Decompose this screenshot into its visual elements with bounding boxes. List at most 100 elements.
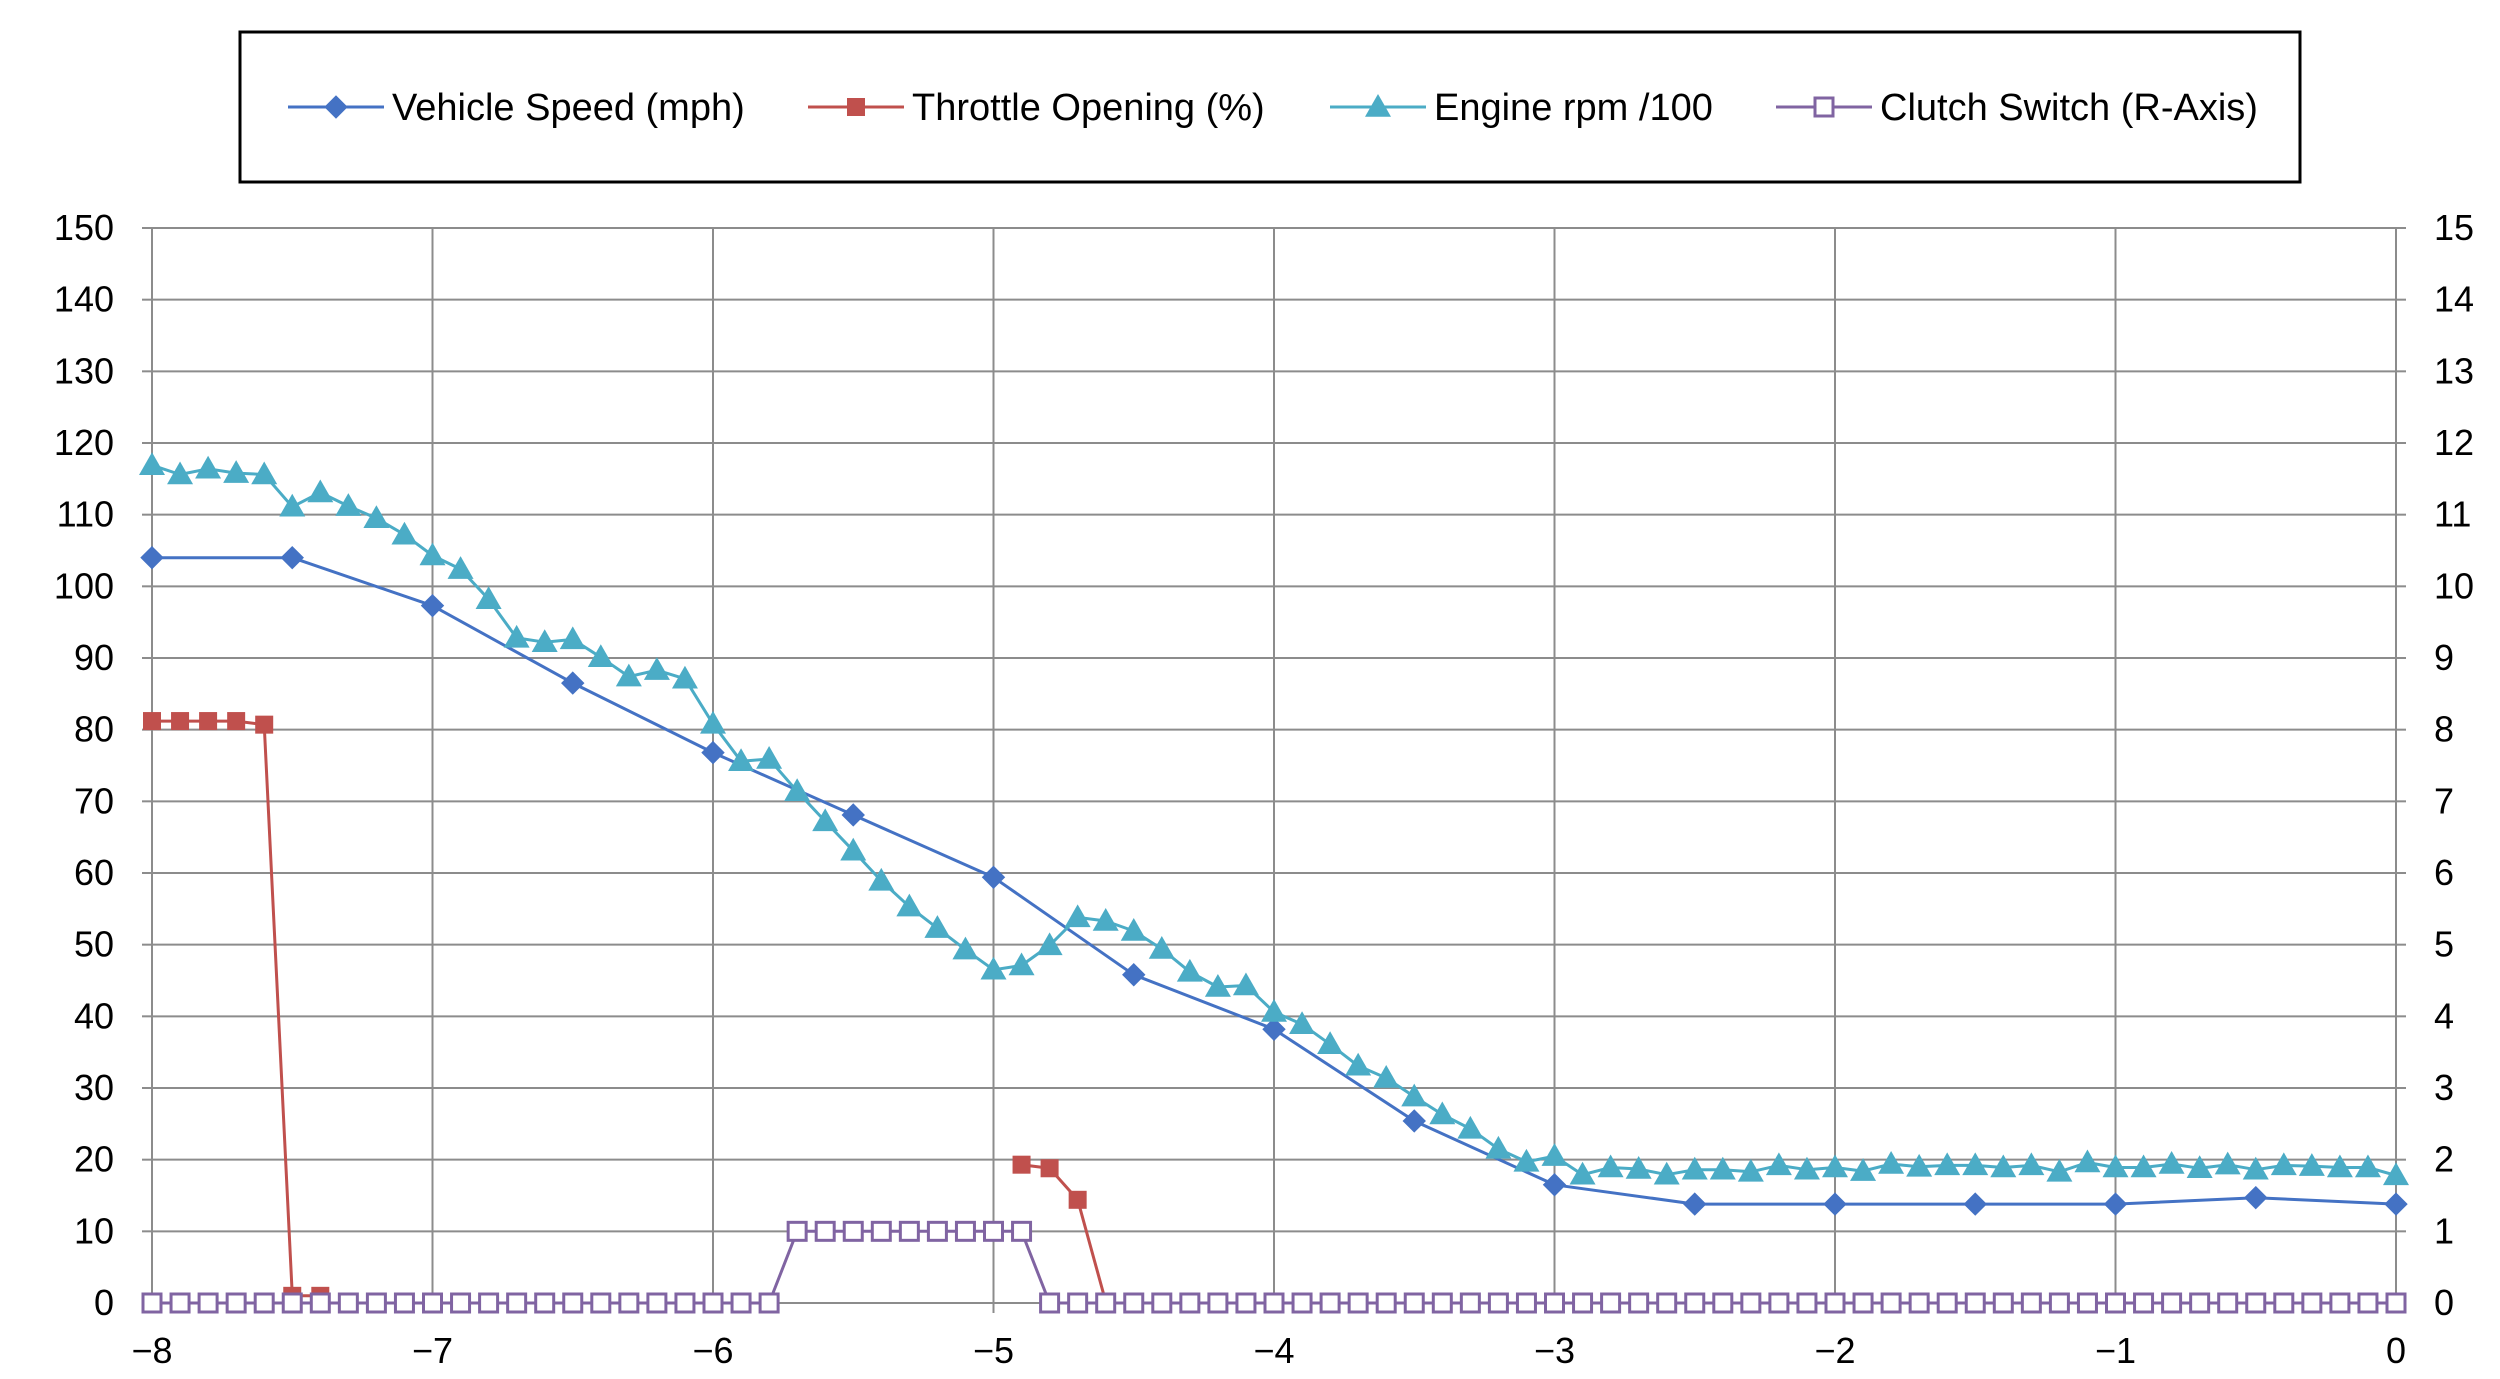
series-clutch-switch-r-axis <box>141 1220 2407 1314</box>
data-point <box>2189 1292 2211 1314</box>
data-point <box>643 657 670 680</box>
y2-tick-label: 15 <box>2434 207 2474 248</box>
legend-item: Engine rpm /100 <box>1330 87 1713 129</box>
data-point <box>1768 1292 1790 1314</box>
y-tick-label: 110 <box>57 494 114 535</box>
data-point <box>1040 1159 1059 1178</box>
data-point <box>251 461 278 485</box>
data-point <box>1176 958 1203 982</box>
data-point <box>981 865 1006 890</box>
y2-tick-label: 2 <box>2434 1139 2454 1180</box>
data-point <box>2326 1154 2353 1178</box>
data-point <box>1793 1156 1820 1180</box>
data-point <box>1095 1292 1117 1314</box>
data-point <box>1261 999 1287 1022</box>
data-point <box>2354 1154 2381 1178</box>
data-point <box>840 837 867 861</box>
legend-swatch-marker <box>324 95 348 119</box>
data-point <box>503 624 530 648</box>
data-point <box>562 1292 584 1314</box>
data-point <box>2130 1154 2157 1178</box>
data-point <box>1375 1292 1397 1314</box>
x-tick-label: −2 <box>1814 1330 1855 1371</box>
data-point <box>1179 1292 1201 1314</box>
y2-tick-label: 9 <box>2434 637 2454 678</box>
data-point <box>420 593 445 618</box>
data-point <box>169 1292 191 1314</box>
data-point <box>983 1220 1004 1242</box>
data-point <box>1151 1292 1173 1314</box>
series-engine-rpm-100 <box>139 452 2409 1186</box>
data-point <box>1796 1292 1818 1314</box>
data-point <box>1878 1150 1905 1174</box>
y2-tick-label: 4 <box>2434 995 2454 1036</box>
data-point <box>450 1292 472 1314</box>
y-tick-label: 140 <box>54 279 114 320</box>
data-point <box>1628 1292 1650 1314</box>
data-point <box>2357 1292 2379 1314</box>
y-tick-label: 50 <box>74 924 114 965</box>
data-point <box>2074 1149 2101 1173</box>
data-point <box>1852 1292 1874 1314</box>
data-point <box>1684 1292 1706 1314</box>
series-line <box>1021 1163 1108 1302</box>
data-point <box>2384 1192 2408 1216</box>
data-point <box>926 1220 948 1242</box>
x-tick-label: −7 <box>412 1330 453 1371</box>
data-point <box>1908 1292 1930 1314</box>
data-point <box>1345 1052 1372 1076</box>
data-point <box>1653 1161 1680 1185</box>
data-point <box>1291 1292 1313 1314</box>
data-point <box>1656 1292 1678 1314</box>
data-point <box>1990 1154 2017 1178</box>
y2-tick-label: 6 <box>2434 852 2454 893</box>
legend-label: Clutch Switch (R-Axis) <box>1880 87 2258 129</box>
legend-item: Clutch Switch (R-Axis) <box>1776 87 2258 129</box>
data-point <box>1906 1153 1933 1177</box>
data-point <box>195 455 222 479</box>
data-point <box>1485 1135 1512 1159</box>
data-point <box>1515 1292 1537 1314</box>
y2-tick-label: 0 <box>2434 1282 2454 1323</box>
data-point <box>1148 935 1175 959</box>
data-point <box>786 1220 808 1242</box>
y2-tick-label: 8 <box>2434 709 2454 750</box>
data-point <box>2161 1292 2183 1314</box>
legend-box <box>238 30 2302 184</box>
data-point <box>1963 1192 1987 1216</box>
data-point <box>531 629 558 652</box>
data-point <box>534 1292 556 1314</box>
data-point <box>1317 1031 1344 1055</box>
data-point <box>199 712 218 731</box>
data-point <box>812 808 839 832</box>
data-point <box>952 936 979 960</box>
data-point <box>1011 1220 1033 1242</box>
data-point <box>2244 1185 2268 1210</box>
data-point <box>1120 918 1147 941</box>
y-tick-label: 120 <box>54 422 114 463</box>
data-point <box>1625 1155 1652 1179</box>
data-point <box>2018 1152 2045 1176</box>
data-point <box>1068 1190 1087 1209</box>
data-point <box>1402 1109 1426 1133</box>
data-point <box>1683 1192 1707 1216</box>
data-point <box>2329 1292 2351 1314</box>
data-point <box>1569 1161 1596 1185</box>
data-point <box>730 1292 752 1314</box>
x-tick-label: −6 <box>692 1330 733 1371</box>
data-point <box>1600 1292 1622 1314</box>
series-line <box>152 719 321 1298</box>
y-tick-label: 20 <box>74 1139 114 1180</box>
x-tick-label: −4 <box>1253 1330 1294 1371</box>
data-point <box>1513 1148 1540 1172</box>
y-tick-label: 100 <box>54 565 114 606</box>
data-point <box>1850 1158 1877 1181</box>
data-point <box>1067 1292 1089 1314</box>
y2-tick-label: 1 <box>2434 1210 2454 1251</box>
legend-label: Engine rpm /100 <box>1434 87 1713 129</box>
data-point <box>1235 1292 1257 1314</box>
data-point <box>1740 1292 1762 1314</box>
y-tick-label: 40 <box>74 995 114 1036</box>
data-point <box>1039 1292 1061 1314</box>
